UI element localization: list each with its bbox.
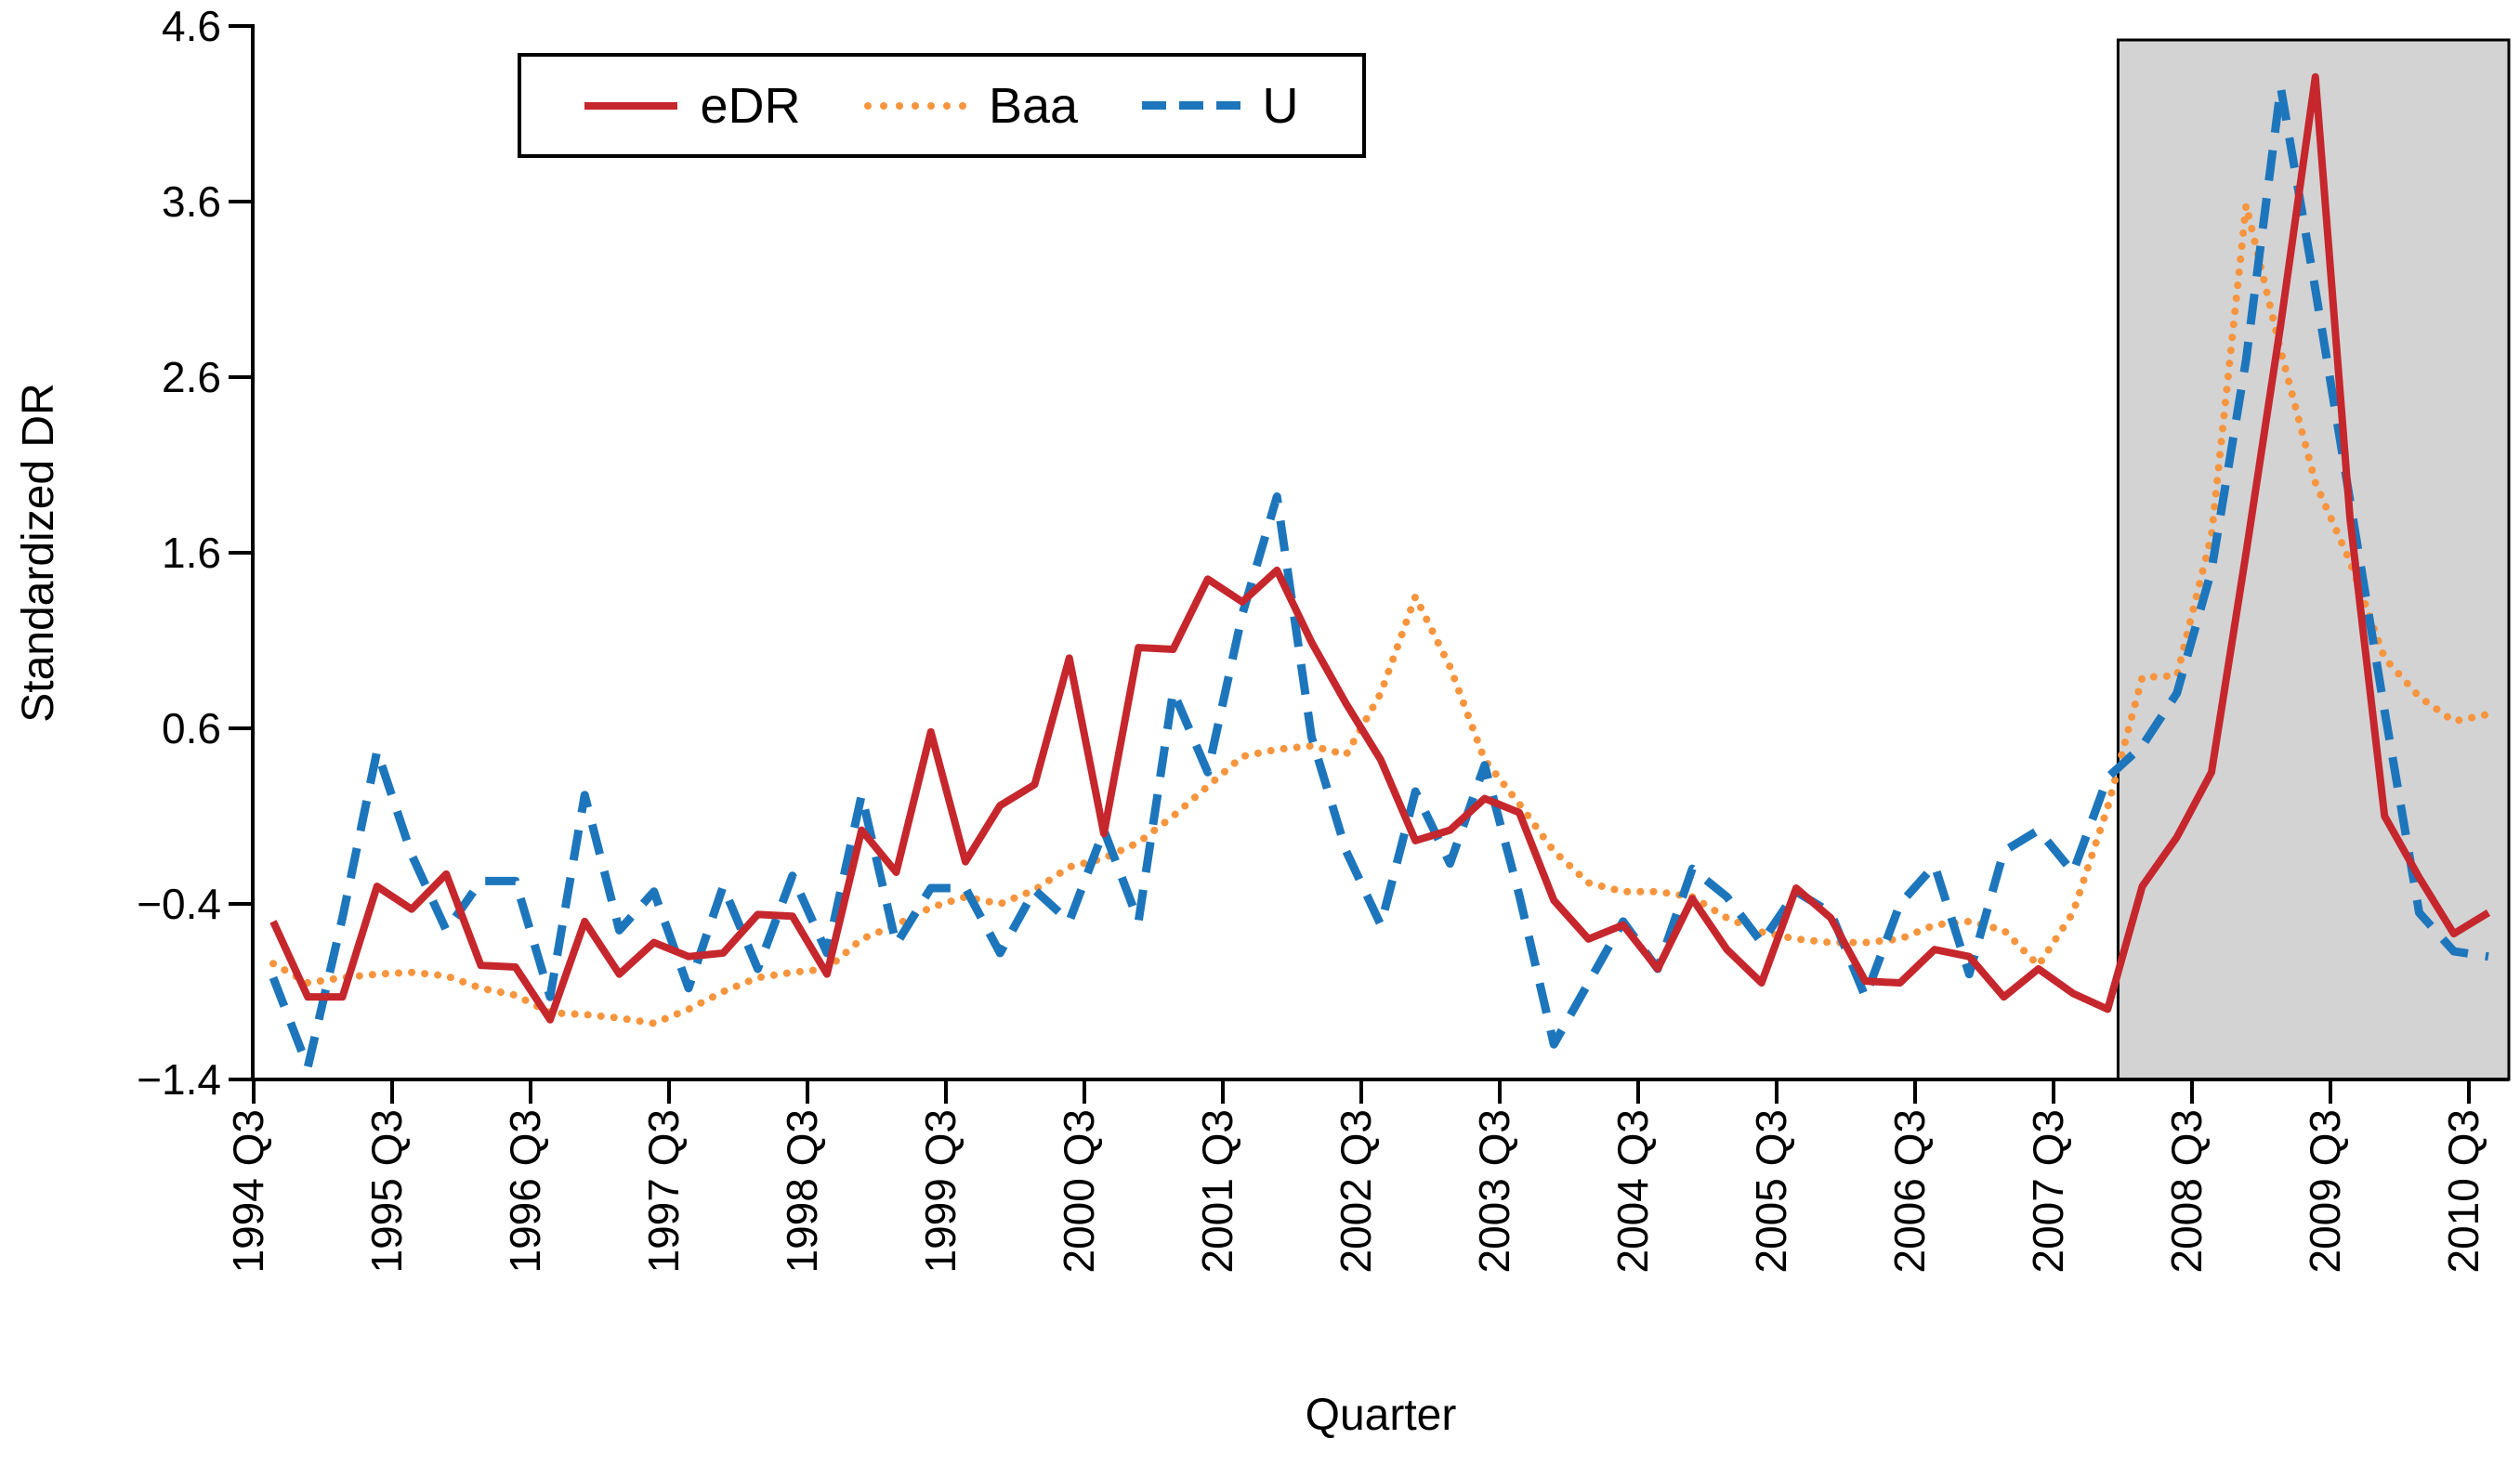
x-tick-label: 2001 Q3: [1193, 1109, 1241, 1274]
u-dashed-swatch: [1141, 101, 1240, 110]
legend-label-u: U: [1262, 77, 1299, 134]
y-tick-label: 4.6: [162, 2, 221, 50]
x-tick-label: 2010 Q3: [2439, 1109, 2487, 1274]
y-tick-label: 1.6: [162, 529, 221, 577]
legend-item-baa: Baa: [863, 77, 1079, 135]
y-axis-title: Standardized DR: [14, 383, 63, 723]
x-tick-label: 2005 Q3: [1747, 1109, 1795, 1274]
baa-dotted-swatch: [863, 101, 966, 110]
y-tick-label: 3.6: [162, 177, 221, 226]
legend: eDR Baa U: [518, 53, 1366, 158]
legend-item-u: U: [1141, 77, 1299, 135]
x-tick-label: 2009 Q3: [2301, 1109, 2349, 1274]
legend-label-edr: eDR: [700, 77, 801, 134]
x-tick-label: 1997 Q3: [639, 1109, 688, 1274]
x-tick-label: 1998 Q3: [778, 1109, 826, 1274]
x-axis-title: Quarter: [1305, 1391, 1457, 1440]
x-tick-label: 2006 Q3: [1885, 1109, 1934, 1274]
y-tick-label: −0.4: [137, 880, 221, 928]
x-tick-label: 2000 Q3: [1055, 1109, 1103, 1274]
edr-line-swatch: [584, 101, 678, 110]
x-tick-label: 1999 Q3: [916, 1109, 965, 1274]
x-tick-label: 2004 Q3: [1608, 1109, 1657, 1274]
x-tick-label: 1996 Q3: [501, 1109, 549, 1274]
series-u-line: [269, 83, 2489, 1072]
x-tick-label: 2007 Q3: [2024, 1109, 2072, 1274]
recession-shaded-region: [2116, 38, 2511, 1081]
y-tick-label: 2.6: [162, 353, 221, 401]
x-tick-label: 2003 Q3: [1470, 1109, 1518, 1274]
x-tick-label: 2008 Q3: [2162, 1109, 2211, 1274]
legend-label-baa: Baa: [988, 77, 1079, 134]
x-tick-label: 1995 Q3: [362, 1109, 411, 1274]
y-tick-label: −1.4: [137, 1055, 221, 1104]
x-tick-label: 2002 Q3: [1332, 1109, 1380, 1274]
legend-item-edr: eDR: [584, 77, 801, 135]
series-edr-line: [269, 72, 2491, 1024]
y-tick-label: 0.6: [162, 704, 221, 752]
x-tick-label: 1994 Q3: [224, 1109, 272, 1274]
